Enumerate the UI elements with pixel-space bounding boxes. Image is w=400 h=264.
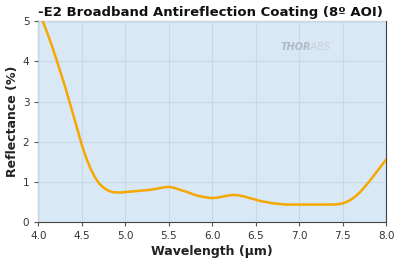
Text: -E2 Broadband Antireflection Coating (8º AOI): -E2 Broadband Antireflection Coating (8º… (38, 6, 383, 18)
Bar (38, 21, 386, 222)
X-axis label: Wavelength (μm): Wavelength (μm) (152, 246, 273, 258)
Text: THOR: THOR (280, 42, 311, 52)
Text: LABS: LABS (306, 42, 331, 52)
Y-axis label: Reflectance (%): Reflectance (%) (6, 66, 18, 177)
